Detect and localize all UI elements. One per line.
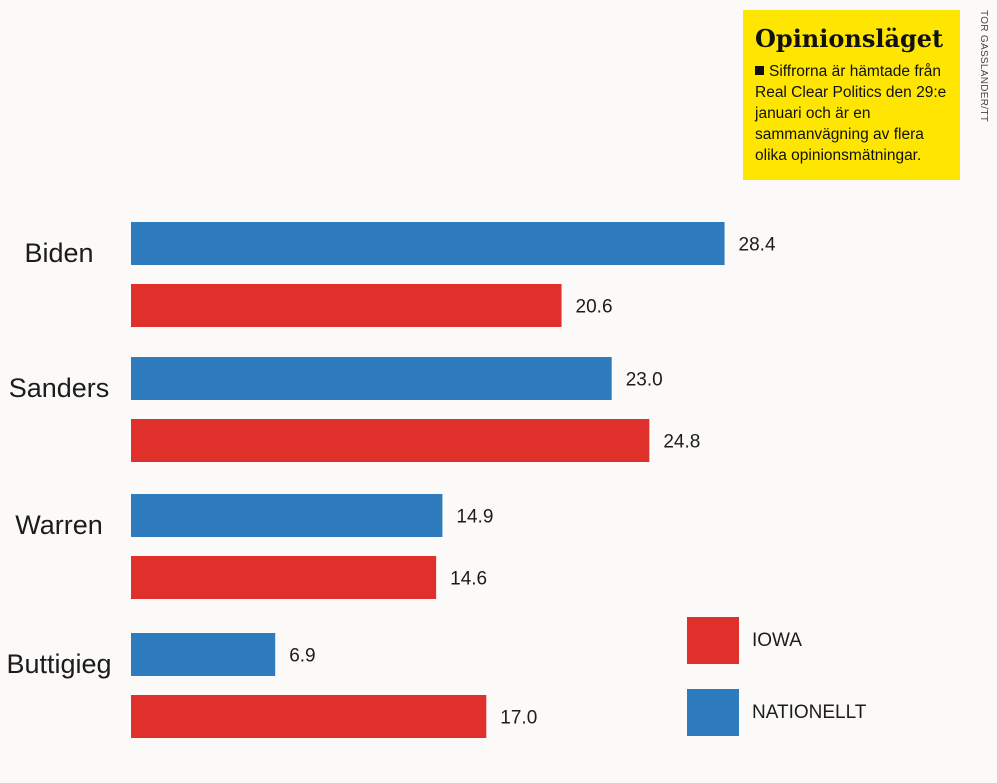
category-label-sanders: Sanders — [9, 373, 110, 403]
legend-item-nationellt: NATIONELLT — [687, 689, 866, 736]
value-label-iowa-biden: 20.6 — [576, 297, 613, 318]
bar-iowa-sanders — [131, 419, 650, 462]
info-box-title: Opinionsläget — [755, 24, 944, 53]
category-label-biden: Biden — [24, 238, 93, 268]
bar-nationellt-biden — [131, 222, 725, 265]
category-label-buttigieg: Buttigieg — [6, 649, 111, 679]
value-label-nationellt-biden: 28.4 — [739, 235, 776, 256]
value-label-nationellt-buttigieg: 6.9 — [289, 646, 315, 667]
info-box-text: Siffrorna är hämtade från Real Clear Pol… — [755, 63, 947, 164]
info-box-text-wrap: Siffrorna är hämtade från Real Clear Pol… — [755, 61, 948, 166]
value-label-nationellt-warren: 14.9 — [456, 507, 493, 528]
value-label-iowa-warren: 14.6 — [450, 569, 487, 590]
photo-credit: TOR GASSLANDER/TT — [978, 10, 989, 123]
bar-iowa-buttigieg — [131, 695, 487, 738]
bar-nationellt-warren — [131, 494, 443, 537]
bar-nationellt-sanders — [131, 357, 612, 400]
category-label-warren: Warren — [15, 510, 103, 540]
value-label-iowa-sanders: 24.8 — [663, 432, 700, 453]
value-label-iowa-buttigieg: 17.0 — [500, 708, 537, 729]
legend-label-nationellt: NATIONELLT — [752, 701, 867, 723]
info-box: Opinionsläget Siffrorna är hämtade från … — [743, 10, 960, 180]
legend-item-iowa: IOWA — [687, 617, 802, 664]
legend-swatch-nationellt — [687, 689, 739, 736]
value-label-nationellt-sanders: 23.0 — [626, 370, 663, 391]
bar-iowa-warren — [131, 556, 437, 599]
legend-swatch-iowa — [687, 617, 739, 664]
legend-label-iowa: IOWA — [752, 629, 802, 651]
bar-iowa-biden — [131, 284, 562, 327]
bar-nationellt-buttigieg — [131, 633, 276, 676]
bullet-square-icon — [755, 66, 764, 75]
